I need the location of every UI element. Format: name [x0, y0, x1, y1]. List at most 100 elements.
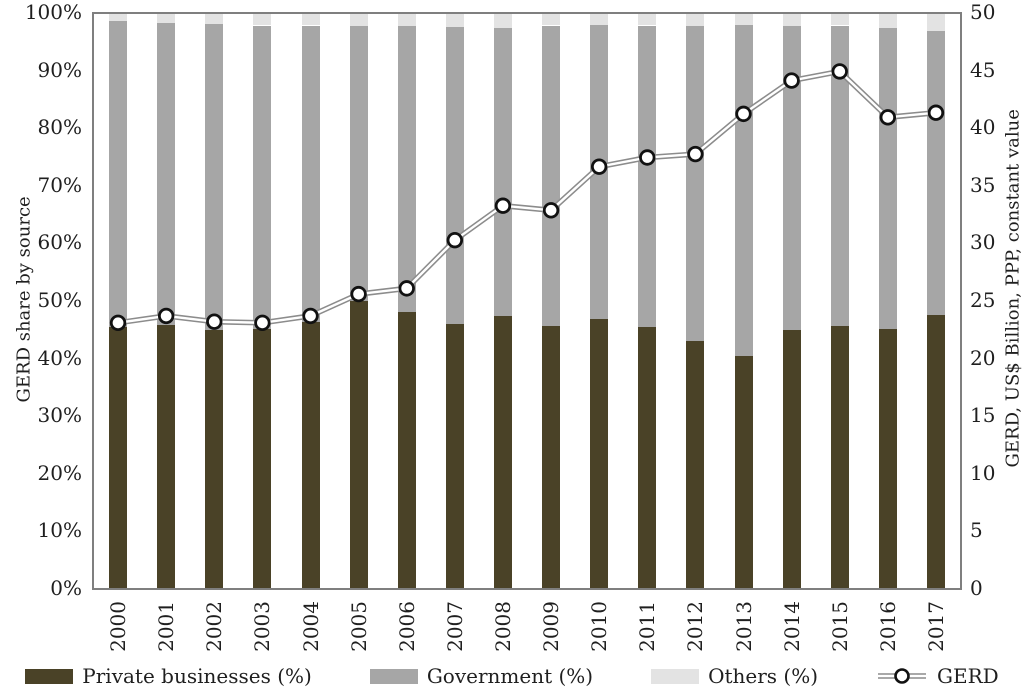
legend-item-gerd: GERD — [876, 664, 999, 688]
bar-segment-government-2015 — [830, 25, 849, 327]
x-tick-2007: 2007 — [442, 601, 467, 652]
chart-legend: Private businesses (%) Government (%) Othe… — [0, 658, 1024, 694]
gerd-marker-2015 — [831, 63, 848, 80]
bar-segment-government-2014 — [782, 26, 801, 330]
x-tick-2000: 2000 — [106, 601, 131, 652]
bar-segment-private-2009 — [542, 325, 561, 588]
gerd-line — [117, 70, 937, 324]
bar-segment-private-2002 — [205, 329, 224, 588]
bar-segment-government-2003 — [253, 25, 272, 329]
bar-segment-private-2016 — [878, 328, 897, 588]
bar-segment-others-2004 — [301, 14, 320, 26]
bar-segment-private-2010 — [590, 319, 609, 588]
legend-label: GERD — [937, 664, 999, 688]
x-tick-2001: 2001 — [154, 601, 179, 652]
bar-segment-government-2016 — [878, 28, 897, 329]
gerd-marker-2006 — [398, 280, 415, 297]
legend-swatch-icon — [369, 668, 418, 684]
gerd-marker-2013 — [735, 105, 752, 123]
bar-segment-others-2002 — [205, 14, 224, 25]
gerd-marker-2001 — [157, 307, 175, 325]
bar-segment-government-2011 — [638, 25, 657, 327]
gerd-line-layer — [109, 63, 945, 332]
bar-segment-others-2006 — [397, 14, 416, 27]
legend-item-others: Others (%) — [651, 664, 818, 688]
ytick-left-20pct: 20% — [37, 460, 82, 485]
bar-segment-government-2000 — [109, 20, 128, 327]
ytick-left-50pct: 50% — [37, 288, 82, 312]
bar-segment-private-2014 — [782, 329, 801, 588]
bar-segment-government-2009 — [542, 25, 561, 326]
bar-segment-private-2013 — [734, 355, 753, 588]
x-tick-2009: 2009 — [539, 601, 564, 652]
bar-segment-others-2015 — [830, 14, 849, 26]
legend-label: Others (%) — [708, 664, 819, 688]
x-tick-2006: 2006 — [394, 601, 419, 652]
legend-item-government: Government (%) — [369, 664, 594, 688]
x-tick-2003: 2003 — [250, 601, 275, 652]
bar-segment-others-2013 — [734, 14, 753, 26]
bar-segment-others-2007 — [445, 14, 464, 28]
plot-area — [92, 12, 962, 590]
bar-segment-government-2012 — [686, 26, 705, 341]
gerd-marker-2010 — [590, 158, 608, 175]
bar-segment-others-2005 — [349, 14, 368, 27]
bar-segment-private-2008 — [493, 315, 512, 588]
ytick-left-80pct: 80% — [37, 115, 82, 140]
ytick-right-20: 20 — [970, 345, 996, 370]
x-tick-2011: 2011 — [635, 601, 660, 652]
ytick-left-0pct: 0% — [50, 576, 82, 600]
bar-segment-private-2001 — [157, 325, 176, 588]
gerd-marker-2009 — [542, 202, 560, 219]
x-tick-2014: 2014 — [779, 601, 804, 652]
gerd-marker-2004 — [302, 307, 319, 325]
bar-segment-private-2000 — [109, 326, 128, 588]
gerd-marker-2008 — [494, 197, 512, 214]
bar-segment-government-2006 — [397, 26, 416, 313]
bar-segment-government-2002 — [205, 24, 224, 330]
legend-label: Private businesses (%) — [82, 664, 312, 688]
bar-segment-government-2004 — [301, 25, 320, 323]
bar-segment-others-2012 — [686, 14, 705, 27]
ytick-right-25: 25 — [970, 288, 996, 312]
gerd-marker-2011 — [639, 149, 656, 166]
bar-segment-others-2000 — [109, 14, 128, 21]
stacked-bars-layer — [94, 14, 960, 588]
ytick-left-30pct: 30% — [37, 403, 82, 428]
bar-segment-private-2003 — [253, 328, 272, 588]
ytick-right-15: 15 — [970, 403, 996, 428]
ytick-right-30: 30 — [970, 230, 996, 255]
x-tick-2017: 2017 — [923, 601, 948, 652]
ytick-right-5: 5 — [970, 518, 983, 543]
bar-segment-others-2003 — [253, 14, 272, 26]
bar-segment-others-2011 — [638, 14, 657, 26]
bar-segment-private-2006 — [397, 312, 416, 588]
ytick-left-70pct: 70% — [37, 172, 82, 197]
ytick-right-40: 40 — [970, 115, 996, 140]
bar-segment-others-2009 — [542, 14, 561, 26]
bar-segment-others-2017 — [926, 14, 945, 31]
ytick-left-40pct: 40% — [37, 345, 82, 370]
x-tick-2016: 2016 — [875, 601, 900, 652]
ytick-right-45: 45 — [970, 57, 996, 82]
gerd-marker-2002 — [206, 313, 223, 330]
x-tick-2004: 2004 — [298, 601, 323, 652]
gerd-marker-2012 — [687, 145, 704, 163]
bar-segment-others-2001 — [157, 14, 176, 23]
legend-item-private: Private businesses (%) — [25, 664, 312, 688]
legend-swatch-icon — [651, 668, 700, 684]
bar-segment-government-2001 — [157, 22, 176, 326]
gerd-marker-2014 — [783, 72, 800, 89]
legend-label: Government (%) — [426, 664, 594, 688]
gerd-marker-2003 — [254, 314, 271, 332]
bar-segment-private-2004 — [301, 322, 320, 588]
gerd-marker-2005 — [350, 285, 367, 303]
ytick-left-10pct: 10% — [37, 518, 82, 543]
bar-segment-government-2017 — [926, 30, 945, 316]
bar-segment-private-2007 — [445, 323, 464, 588]
bar-segment-others-2014 — [782, 14, 801, 27]
bar-segment-private-2012 — [686, 340, 705, 588]
gerd-marker-2017 — [927, 104, 945, 121]
bar-segment-private-2005 — [349, 301, 368, 588]
x-tick-2012: 2012 — [683, 601, 708, 652]
